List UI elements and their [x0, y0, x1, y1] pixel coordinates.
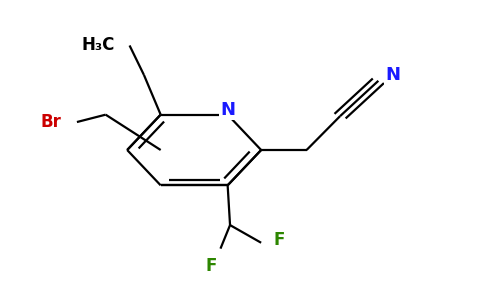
- Text: Br: Br: [40, 113, 61, 131]
- Text: F: F: [273, 231, 285, 249]
- Text: F: F: [205, 257, 216, 275]
- Text: N: N: [220, 101, 235, 119]
- Text: N: N: [385, 66, 400, 84]
- Text: H₃C: H₃C: [82, 37, 115, 55]
